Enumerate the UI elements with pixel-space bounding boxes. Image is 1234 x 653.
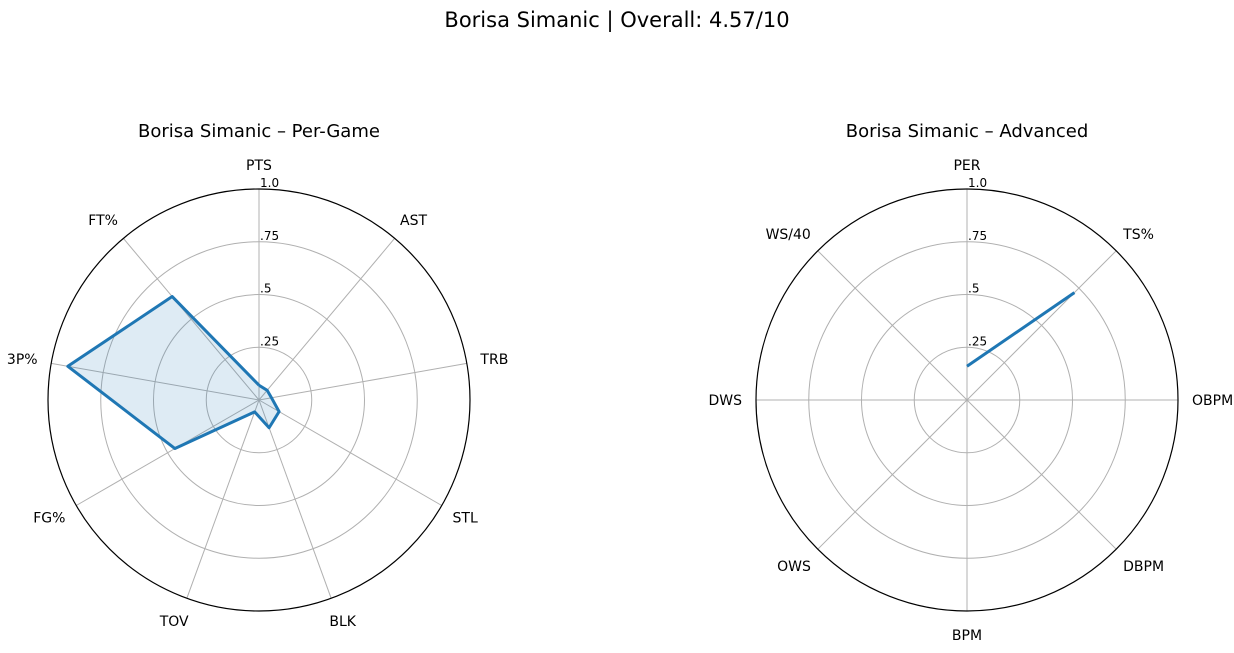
- axis-label-dbpm: DBPM: [1123, 559, 1164, 575]
- axis-label-per: PER: [953, 158, 980, 174]
- series-line: [966, 291, 1076, 368]
- axis-label-fg-pct: FG%: [33, 511, 65, 527]
- chart-title-advanced: Borisa Simanic – Advanced: [846, 121, 1089, 142]
- radar-chart-per-game: Borisa Simanic – Per-Game .25 .5 .75 1.0 PTS…: [7, 121, 508, 630]
- axis-label-tov: TOV: [159, 614, 189, 630]
- axis-label-3p-pct: 3P%: [7, 352, 38, 368]
- series-fill: [67, 296, 280, 449]
- radial-tick-label: 1.0: [968, 176, 987, 190]
- series-line: [66, 295, 281, 451]
- axis-label-ts-pct: TS%: [1122, 227, 1154, 243]
- axis-label-trb: TRB: [479, 352, 508, 368]
- axis-label-ws-40: WS/40: [766, 227, 811, 243]
- grid-ring: [808, 241, 1126, 559]
- outer-ring: [47, 188, 471, 612]
- axis-label-ft-pct: FT%: [88, 213, 118, 229]
- axis-label-pts: PTS: [246, 158, 272, 174]
- radial-tick-label: .5: [260, 282, 271, 296]
- axis-label-bpm: BPM: [952, 628, 982, 644]
- axis-label-ast: AST: [400, 213, 427, 229]
- grid-ring: [100, 241, 418, 559]
- radial-tick-label: .25: [260, 334, 279, 348]
- figure-title: Borisa Simanic | Overall: 4.57/10: [444, 8, 790, 32]
- axis-label-blk: BLK: [329, 614, 356, 630]
- radial-tick-label: 1.0: [260, 176, 279, 190]
- radial-tick-label: .5: [968, 282, 979, 296]
- radial-tick-label: .75: [968, 229, 987, 243]
- grid-ring: [913, 346, 1021, 454]
- radar-chart-advanced: Borisa Simanic – Advanced .25 .5 .75 1.0 PER…: [708, 121, 1233, 644]
- grid-ring: [861, 294, 1073, 506]
- axis-label-obpm: OBPM: [1192, 393, 1233, 409]
- radial-tick-label: .25: [968, 334, 987, 348]
- grid-ring: [205, 346, 313, 454]
- axis-label-dws: DWS: [708, 393, 742, 409]
- chart-title-per-game: Borisa Simanic – Per-Game: [138, 121, 380, 142]
- axis-label-ows: OWS: [777, 559, 811, 575]
- axis-label-stl: STL: [453, 511, 478, 527]
- grid-ring: [153, 294, 365, 506]
- outer-ring: [755, 188, 1179, 612]
- radial-tick-label: .75: [260, 229, 279, 243]
